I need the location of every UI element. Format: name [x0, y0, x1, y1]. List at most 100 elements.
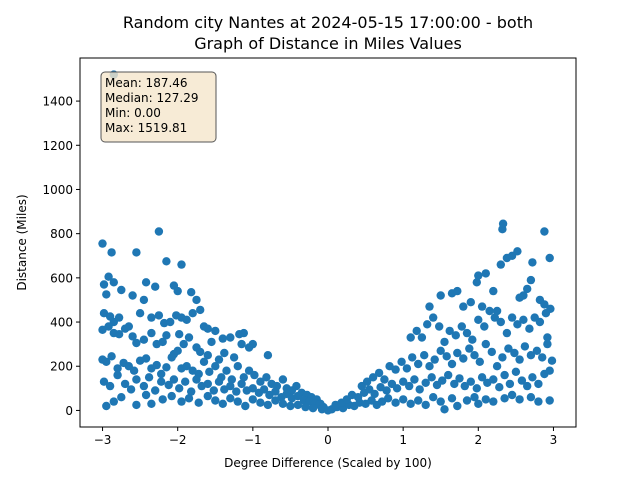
data-point: [370, 389, 379, 399]
data-point: [462, 396, 472, 405]
y-tick-label: 400: [50, 316, 73, 330]
data-point: [477, 302, 487, 311]
data-point: [470, 393, 479, 402]
data-point: [519, 315, 528, 324]
data-point: [474, 271, 483, 280]
data-point: [241, 401, 250, 411]
data-point: [132, 248, 141, 257]
stats-max: Max: 1519.81: [105, 121, 187, 135]
data-point: [293, 400, 303, 410]
data-point: [526, 351, 536, 360]
data-point: [187, 288, 196, 297]
data-point: [468, 335, 477, 344]
y-tick-label: 800: [50, 227, 73, 241]
data-point: [152, 360, 161, 370]
y-axis-ticks: 0 200 400 600 800 1000 1200 1400: [42, 95, 80, 418]
data-point: [540, 227, 549, 236]
data-point: [293, 391, 303, 401]
data-point: [496, 317, 505, 327]
data-point: [495, 383, 504, 392]
data-point: [141, 390, 151, 400]
y-tick-label: 0: [65, 404, 73, 418]
data-point: [173, 346, 182, 355]
data-point: [442, 352, 451, 361]
data-point: [99, 280, 109, 289]
data-point: [466, 377, 475, 386]
data-point: [175, 384, 184, 393]
data-point: [147, 328, 156, 338]
data-point: [211, 396, 220, 405]
data-point: [543, 333, 552, 342]
data-point: [481, 395, 490, 404]
data-point: [515, 293, 524, 302]
data-point: [417, 333, 427, 342]
data-point: [192, 295, 201, 305]
data-point: [237, 339, 246, 349]
stats-box: Mean: 187.46 Median: 127.29 Min: 0.00 Ma…: [100, 71, 217, 143]
data-point: [141, 278, 151, 287]
data-point: [128, 291, 137, 300]
data-point: [391, 365, 400, 374]
chart-title-line1: Random city Nantes at 2024-05-15 17:00:0…: [123, 13, 533, 32]
x-tick-label: 3: [550, 433, 558, 447]
data-point: [534, 397, 543, 406]
data-point: [203, 324, 212, 333]
data-point: [470, 351, 479, 360]
data-point: [429, 393, 438, 402]
data-point: [489, 375, 498, 384]
data-point: [120, 324, 130, 333]
data-point: [229, 353, 239, 362]
data-point: [489, 397, 498, 406]
data-point: [248, 384, 257, 393]
data-point: [459, 302, 468, 311]
data-point: [271, 396, 280, 405]
data-point: [545, 396, 554, 405]
data-point: [526, 275, 536, 285]
data-point: [188, 309, 197, 318]
data-point: [489, 286, 498, 296]
data-point: [435, 322, 444, 331]
data-point: [232, 387, 241, 396]
data-point: [380, 375, 389, 384]
data-point: [374, 368, 384, 378]
data-point: [104, 322, 113, 331]
data-point: [440, 337, 449, 347]
data-point: [173, 286, 182, 296]
data-point: [545, 253, 554, 263]
data-point: [447, 359, 457, 369]
data-point: [107, 248, 116, 257]
data-point: [308, 404, 318, 413]
data-point: [515, 395, 524, 404]
data-point: [256, 377, 265, 386]
data-point: [209, 386, 218, 395]
data-point: [399, 395, 408, 404]
data-point: [472, 278, 481, 287]
data-point: [496, 260, 505, 269]
data-point: [485, 306, 494, 316]
data-point: [147, 313, 156, 322]
data-point: [421, 400, 430, 410]
data-point: [429, 313, 438, 322]
data-point: [233, 397, 242, 406]
data-point: [513, 247, 522, 256]
data-point: [517, 376, 527, 385]
data-point: [167, 391, 176, 401]
data-point: [114, 330, 124, 339]
data-point: [474, 315, 483, 324]
data-point: [167, 353, 176, 362]
data-point: [169, 375, 179, 384]
data-point: [203, 391, 212, 401]
data-point: [391, 398, 400, 407]
data-point: [214, 377, 224, 386]
data-point: [102, 357, 111, 366]
data-point: [362, 377, 372, 386]
data-point: [157, 377, 166, 386]
data-point: [244, 343, 254, 352]
data-point: [459, 354, 468, 363]
data-point: [184, 333, 194, 342]
data-point: [233, 362, 242, 371]
data-point: [271, 387, 280, 396]
data-point: [187, 387, 196, 396]
y-tick-label: 600: [50, 271, 73, 285]
data-point: [205, 367, 214, 376]
